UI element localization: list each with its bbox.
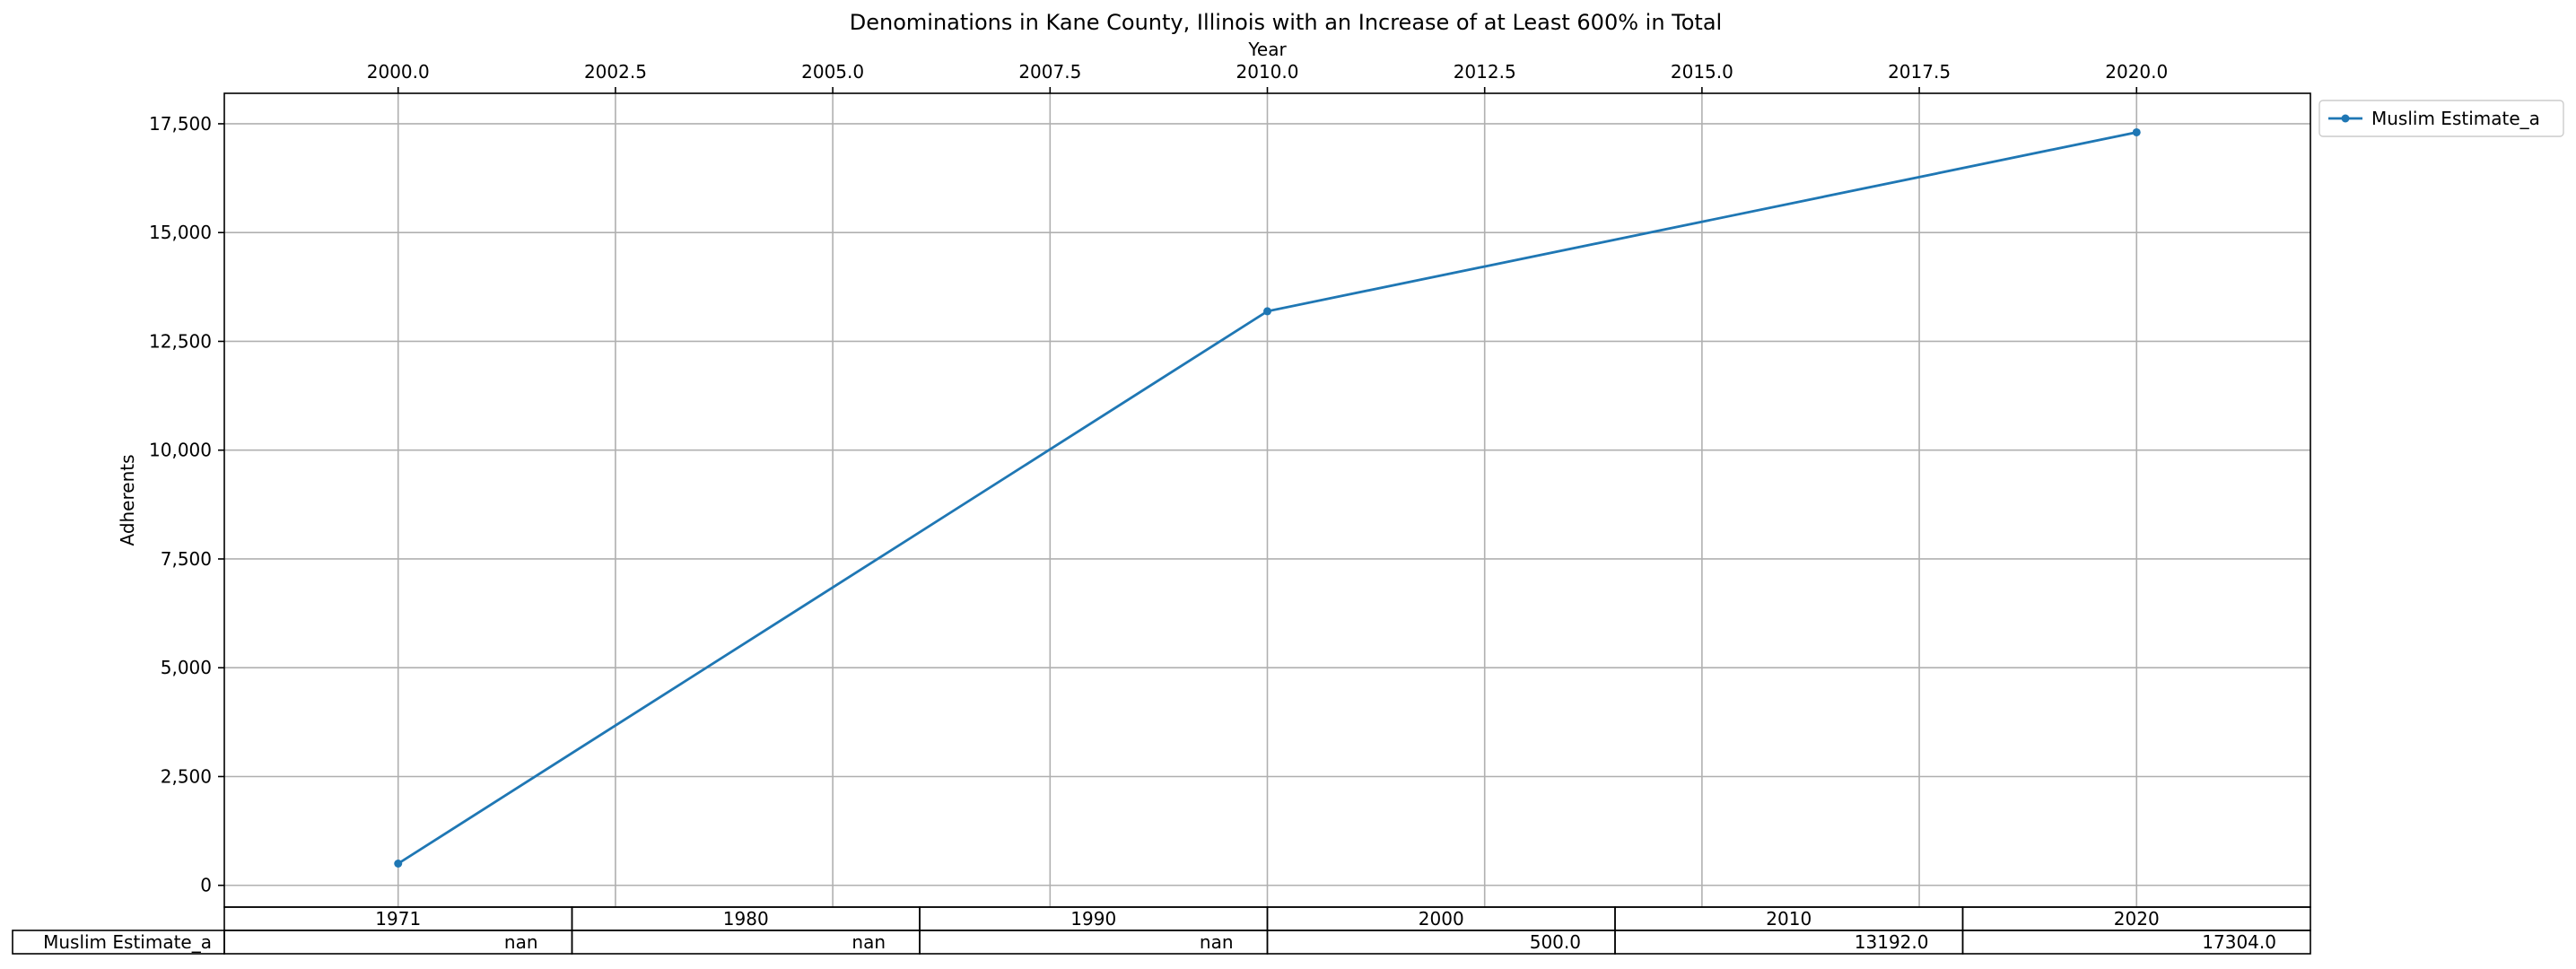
x-tick-label: 2012.5 (1454, 61, 1516, 83)
y-tick-label: 15,000 (149, 222, 212, 243)
legend-box (2318, 100, 2564, 137)
table-cell-value: nan (504, 931, 538, 953)
table-column-label: 2020 (2114, 908, 2160, 930)
y-tick-label: 12,500 (149, 330, 212, 352)
x-tick-label: 2017.5 (1888, 61, 1951, 83)
data-point (394, 859, 403, 868)
legend-marker (2341, 114, 2350, 123)
x-tick-label: 2020.0 (2105, 61, 2168, 83)
x-axis-label: Year (1247, 39, 1287, 60)
x-tick-label: 2015.0 (1671, 61, 1733, 83)
table-cell-value: 17304.0 (2202, 931, 2276, 953)
tick-layer: 2000.0 2002.5 2005.0 2007.5 2010.0 2012.5 2015… (149, 61, 2168, 896)
table-column-label: 1971 (375, 908, 421, 930)
y-tick-label: 2,500 (161, 765, 212, 787)
series-layer (394, 127, 2141, 868)
table-cell-value: 13192.0 (1855, 931, 1929, 953)
data-point (2132, 127, 2141, 136)
legend-label: Muslim Estimate_a (2371, 108, 2540, 129)
table-column-label: 1980 (723, 908, 769, 930)
legend: Muslim Estimate_a (2318, 100, 2564, 137)
table-cell (1961, 930, 2311, 955)
x-tick-label: 2002.5 (584, 61, 647, 83)
table-cell-value: 500.0 (1530, 931, 1581, 953)
x-tick-label: 2007.5 (1018, 61, 1081, 83)
table-column-label: 2010 (1766, 908, 1812, 930)
x-tick-label: 2000.0 (367, 61, 430, 83)
y-tick-label: 17,500 (149, 113, 212, 135)
table-column-label: 2000 (1419, 908, 1464, 930)
data-point (1263, 307, 1271, 316)
y-tick-label: 0 (200, 875, 212, 896)
data-table: 1971 1980 1990 2000 2010 2020 Muslim Estimate_… (12, 906, 2311, 955)
table-cell-value: nan (1200, 931, 1234, 953)
y-axis-label: Adherents (117, 454, 138, 546)
grid-layer (224, 93, 2310, 907)
chart-title: Denominations in Kane County, Illinois w… (850, 10, 1722, 35)
table-cell-value: nan (851, 931, 886, 953)
y-tick-label: 5,000 (161, 657, 212, 678)
y-tick-label: 7,500 (161, 548, 212, 570)
table-column-label: 1990 (1070, 908, 1116, 930)
x-tick-label: 2005.0 (801, 61, 864, 83)
table-row-label: Muslim Estimate_a (43, 931, 212, 953)
x-tick-label: 2010.0 (1236, 61, 1299, 83)
y-tick-label: 10,000 (149, 440, 212, 461)
